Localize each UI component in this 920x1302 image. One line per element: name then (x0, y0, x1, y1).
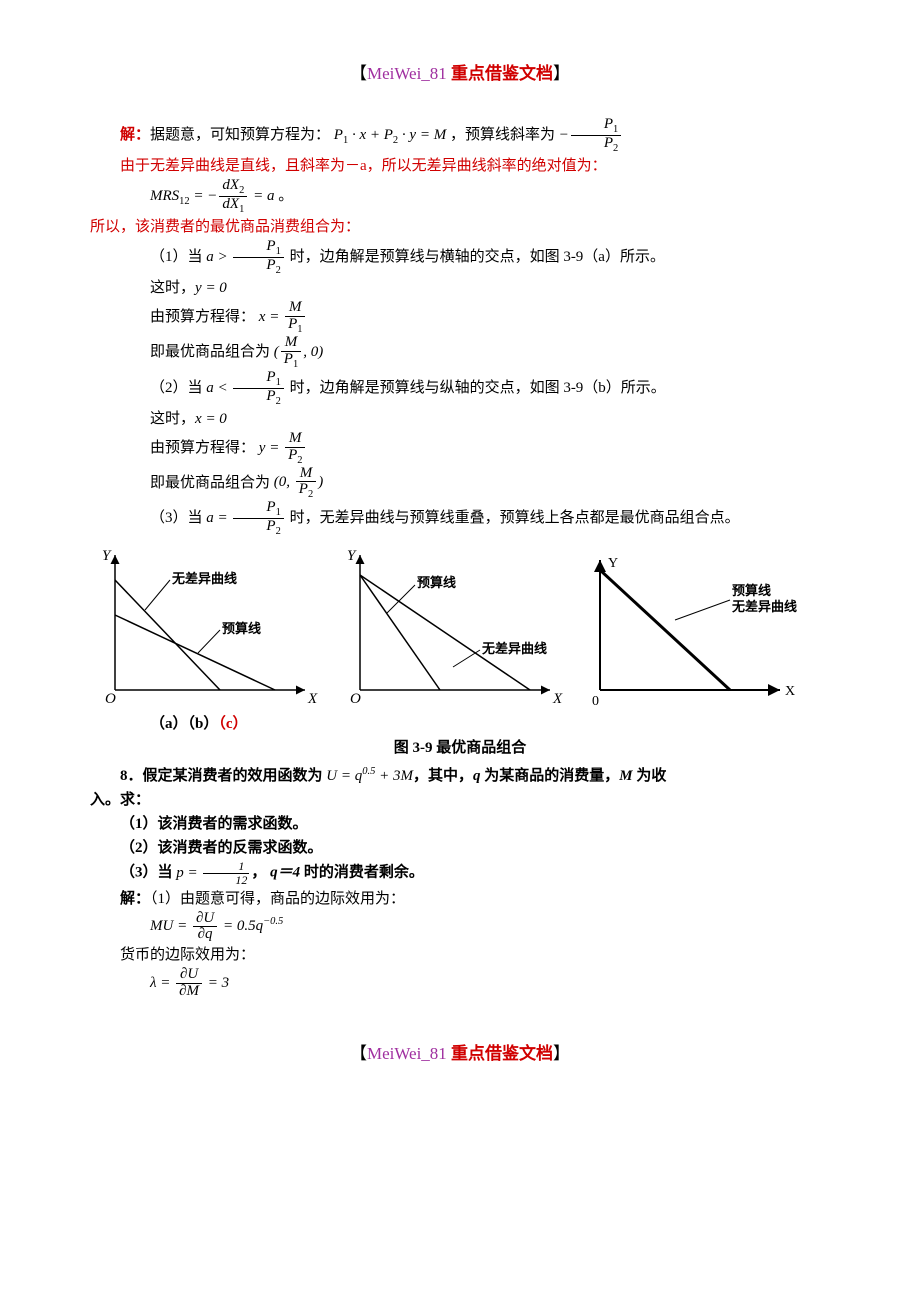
eq: x = 0 (195, 411, 227, 427)
case2-budget: 由预算方程得： y = MP2 (150, 431, 830, 466)
svg-text:无差异曲线: 无差异曲线 (481, 641, 547, 656)
svg-text:O: O (350, 691, 361, 707)
q8-solution: 解：（1）由题意可得，商品的边际效用为： (90, 887, 830, 911)
figure-b: 预算线 无差异曲线 O X Y (335, 545, 570, 710)
svg-text:预算线: 预算线 (732, 583, 771, 598)
svg-text:X: X (307, 691, 318, 707)
q8-p1: （1）该消费者的需求函数。 (90, 812, 830, 836)
svg-text:0: 0 (592, 694, 599, 709)
money-mu-label: 货币的边际效用为： (120, 943, 830, 967)
case2-line: （2）当 a < P1P2 时，边角解是预算线与纵轴的交点，如图 3-9（b）所… (120, 370, 830, 407)
figure-c: 预算线 无差异曲线 0 X Y (580, 545, 830, 710)
svg-text:X: X (785, 684, 795, 699)
header-red: 重点借鉴文档 (451, 64, 553, 83)
svg-text:Y: Y (102, 548, 112, 564)
text: ，预算线斜率为 (450, 127, 555, 143)
red-conclusion: 所以，该消费者的最优商品消费组合为： (90, 215, 830, 239)
svg-text:X: X (552, 691, 563, 707)
text: 据题意，可知预算方程为： (150, 127, 330, 143)
eq: y = 0 (195, 280, 227, 296)
case2-combo: 即最优商品组合为 (0, MP2) (150, 466, 830, 501)
red-indiff-line: 由于无差异曲线是直线，且斜率为－a，所以无差异曲线斜率的绝对值为： (90, 154, 830, 178)
svg-text:无差异曲线: 无差异曲线 (171, 571, 237, 586)
case1-budget: 由预算方程得： x = MP1 (150, 300, 830, 335)
case2-x0: 这时，x = 0 (150, 407, 830, 431)
case1-combo: 即最优商品组合为 (MP1, 0) (150, 335, 830, 370)
solution-line-1: 解：据题意，可知预算方程为： P1 · x + P2 · y = M ，预算线斜… (90, 117, 830, 154)
svg-text:无差异曲线: 无差异曲线 (731, 599, 797, 614)
bracket: 【 (350, 1044, 367, 1063)
svg-text:O: O (105, 691, 116, 707)
case1-line: （1）当 a > P1P2 时，边角解是预算线与横轴的交点，如图 3-9（a）所… (120, 239, 830, 276)
bracket: 【 (350, 64, 367, 83)
page-header: 【MeiWei_81 重点借鉴文档】 (90, 60, 830, 87)
figure-a: 无差异曲线 预算线 O X Y (90, 545, 325, 710)
bracket: 】 (553, 1044, 570, 1063)
q8-stem: 8．假定某消费者的效用函数为 U = q0.5 + 3M，其中，q 为某商品的消… (90, 764, 830, 788)
question-8: 8．假定某消费者的效用函数为 U = q0.5 + 3M，其中，q 为某商品的消… (90, 764, 830, 999)
bracket: 】 (553, 64, 570, 83)
svg-text:Y: Y (347, 548, 357, 564)
figure-labels: （a）（b）（c） (150, 712, 830, 736)
svg-text:预算线: 预算线 (222, 621, 261, 636)
svg-text:预算线: 预算线 (417, 575, 456, 590)
figure-row: 无差异曲线 预算线 O X Y 预算线 无差异曲线 O X Y (90, 545, 830, 710)
page-footer: 【MeiWei_81 重点借鉴文档】 (90, 1040, 830, 1067)
q8-p3: （3）当 p = 112， q＝4 时的消费者剩余。 (90, 860, 830, 886)
q8-p2: （2）该消费者的反需求函数。 (90, 836, 830, 860)
case1-y0: 这时，y = 0 (150, 276, 830, 300)
slope-frac: −P1P2 (559, 127, 624, 143)
sol-label: 解： (120, 127, 150, 143)
footer-red: 重点借鉴文档 (451, 1044, 553, 1063)
lambda-equation: λ = ∂U∂M = 3 (150, 967, 830, 1000)
brand: MeiWei_81 (367, 1044, 451, 1063)
case3-line: （3）当 a = P1P2 时，无差异曲线与预算线重叠，预算线上各点都是最优商品… (120, 500, 830, 537)
brand: MeiWei_81 (367, 64, 451, 83)
mu-equation: MU = ∂U∂q = 0.5q−0.5 (150, 911, 830, 944)
mrs-equation: MRS12 = −dX2dX1 = a 。 (150, 178, 830, 215)
svg-text:Y: Y (608, 556, 618, 571)
eq-budget: P1 · x + P2 · y = M (334, 127, 446, 143)
figure-title: 图 3-9 最优商品组合 (90, 736, 830, 760)
q8-stem-2: 入。求： (90, 788, 830, 812)
